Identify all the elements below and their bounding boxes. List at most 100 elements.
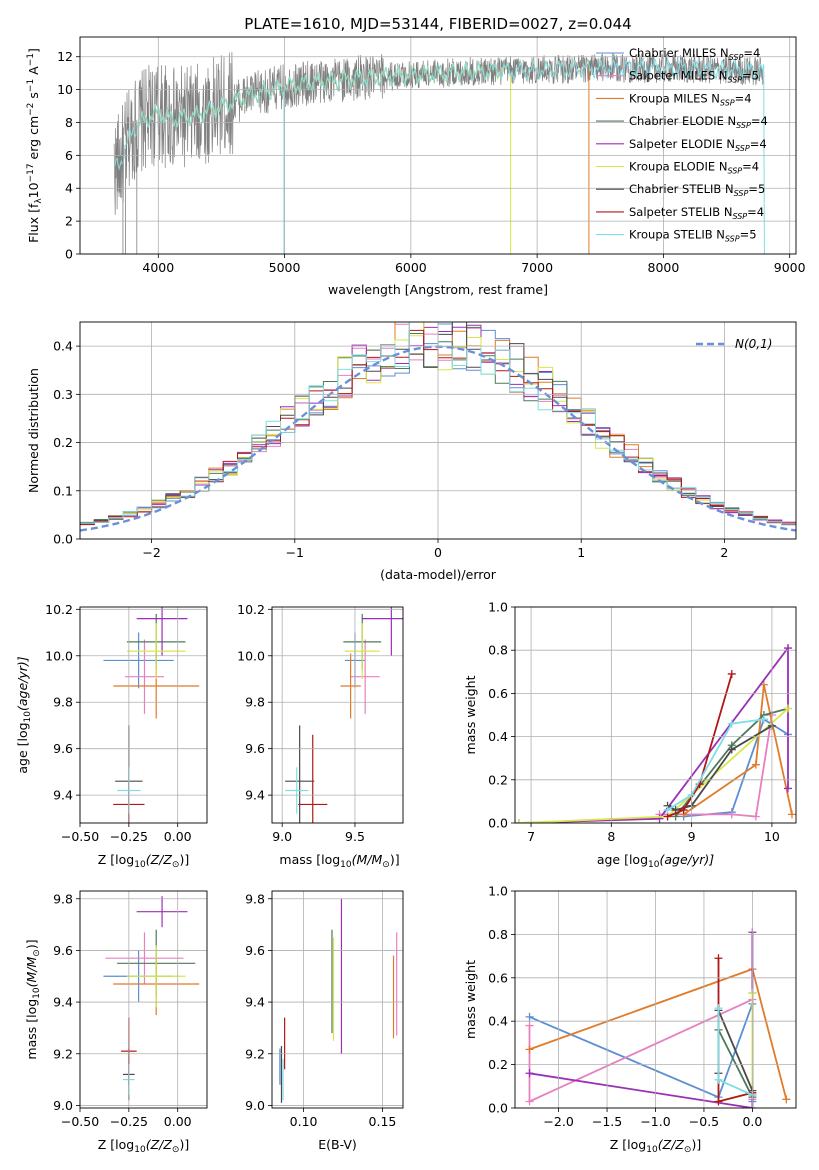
y-tick-label: 9.8 [245, 695, 265, 710]
x-tick-label: 6000 [395, 260, 427, 275]
legend-equals: = [742, 69, 752, 83]
axes-frame [271, 606, 404, 824]
legend-model: Chabrier MILES [629, 46, 716, 60]
legend-subscript: SSP [727, 76, 742, 85]
weight-line [518, 645, 789, 823]
x-tick-label: 7 [527, 829, 535, 844]
x-axis-label: mass [log10(M/M⊙)] [279, 852, 399, 870]
label-subscript: 10 [340, 860, 352, 870]
y-tick-label: 0.3 [53, 387, 73, 402]
y-tick-label: 0.8 [488, 643, 508, 658]
x-axis-label: Z [log10(Z/Z⊙)] [98, 852, 189, 870]
y-tick-label: 9.4 [53, 788, 73, 803]
weight-marker [525, 1097, 534, 1106]
weight-marker [663, 806, 672, 815]
label-subscript: ⊙ [172, 1145, 180, 1155]
legend-label: Kroupa STELIB NSSP=5 [629, 228, 757, 244]
weight-marker [783, 784, 792, 793]
x-tick-label: 0.10 [290, 1114, 318, 1129]
x-tick-label: 9 [688, 829, 696, 844]
x-tick-label: −0.5 [689, 1114, 719, 1129]
x-tick-label: 8 [607, 829, 615, 844]
y-tick-label: 0.6 [488, 686, 508, 701]
x-tick-label: −1.5 [592, 1114, 622, 1129]
y-axis-label: mass [log10(M/M⊙)] [24, 939, 42, 1059]
legend-n: 5 [749, 228, 756, 242]
plot-area [103, 896, 200, 1101]
label-subscript: ⊙ [172, 860, 180, 870]
legend-label: Kroupa MILES NSSP=4 [629, 91, 752, 107]
y-tick-label: 0.4 [488, 729, 508, 744]
legend-subscript: SSP [735, 144, 750, 153]
x-tick-label: 4000 [142, 260, 174, 275]
ylabel-subscript: ⊙ [32, 949, 42, 957]
weight-marker [727, 810, 736, 819]
legend-equals: = [747, 205, 757, 219]
label-subscript: ⊙ [382, 860, 390, 870]
ylabel-part: 10 [26, 182, 41, 198]
y-tick-label: 1.0 [488, 600, 508, 615]
y-tick-label: 12 [57, 49, 73, 64]
label-part: (Z/Z [658, 1137, 685, 1152]
xlabel-part: (age/yr)] [659, 852, 714, 867]
legend-equals: = [742, 160, 752, 174]
legend-equals: = [751, 114, 761, 128]
y-tick-label: 0.0 [53, 532, 73, 547]
y-tick-label: 9.4 [245, 788, 265, 803]
legend-model: Kroupa MILES [629, 91, 708, 105]
y-tick-label: 10.0 [45, 648, 73, 663]
legend-model: Chabrier STELIB [629, 182, 721, 196]
ylabel-part: ] [26, 48, 41, 53]
legend-subscript: SSP [729, 53, 744, 62]
x-axis-label: Z [log10(Z/Z⊙)] [610, 1137, 701, 1155]
legend-subscript: SSP [720, 98, 735, 107]
xlabel-subscript: 10 [648, 860, 660, 870]
ylabel-subscript: 10 [23, 711, 33, 723]
y-axis-label: mass weight [463, 960, 478, 1039]
weight-marker [714, 1075, 723, 1084]
weight-marker [714, 1004, 723, 1013]
ylabel-superscript: −1 [26, 79, 36, 92]
legend-n: 4 [759, 137, 766, 151]
legend-n-prefix: N [720, 205, 732, 219]
weight-marker [714, 1097, 723, 1106]
label-part: )] [179, 1137, 189, 1152]
panel-spectrum: 4000 5000 6000 7000 8000 9000 0 2 4 6 8 10 12 Chabrie… [26, 36, 806, 297]
weight-marker [525, 1021, 534, 1030]
plot-area [103, 607, 200, 823]
y-tick-label: 10.2 [45, 602, 73, 617]
weight-marker [525, 1069, 534, 1078]
weight-line [683, 684, 793, 816]
legend-equals: = [743, 46, 753, 60]
figure-title: PLATE=1610, MJD=53144, FIBERID=0027, z=0… [244, 15, 631, 33]
weight-marker [727, 719, 736, 728]
weight-line [674, 707, 789, 818]
legend-subscript: SSP [727, 167, 742, 176]
y-tick-label: 1.0 [488, 884, 508, 899]
label-part: (Z/Z [146, 852, 173, 867]
label-part: (Z/Z [146, 1137, 173, 1152]
y-tick-label: 0.2 [488, 1057, 508, 1072]
weight-marker [727, 669, 736, 678]
ylabel-superscript: −17 [26, 163, 36, 182]
model-spectrum-line [113, 57, 765, 254]
axes-frame [79, 36, 797, 255]
y-tick-label: 9.2 [245, 1046, 265, 1061]
y-tick-label: 0.2 [53, 435, 73, 450]
axes-frame [79, 890, 208, 1109]
legend-n-prefix: N [713, 228, 725, 242]
legend-n-prefix: N [721, 182, 733, 196]
weight-marker [783, 644, 792, 653]
label-part: (M/M [352, 852, 383, 867]
axes-frame [514, 890, 797, 1109]
weight-marker [525, 1012, 534, 1021]
y-axis-label: Normed distribution [26, 368, 41, 493]
legend-model: Salpeter STELIB [629, 205, 720, 219]
y-tick-label: 9.6 [53, 741, 73, 756]
xlabel-part: age [log [597, 852, 648, 867]
x-axis-label: age [log10(age/yr)] [597, 852, 714, 870]
weight-marker [727, 745, 736, 754]
legend-n: 4 [753, 46, 760, 60]
